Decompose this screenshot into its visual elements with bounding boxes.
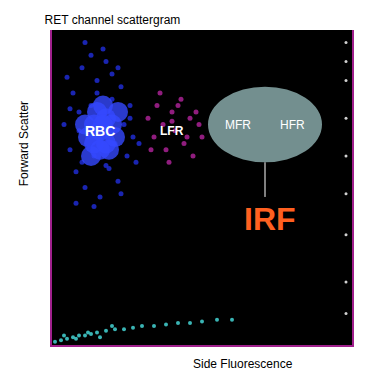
svg-text:Forward Scatter: Forward Scatter [17, 101, 31, 186]
svg-text:Side Fluorescence: Side Fluorescence [193, 357, 293, 371]
svg-text:RBC: RBC [85, 123, 115, 139]
svg-text:HFR: HFR [280, 118, 305, 132]
svg-text:RET channel scattergram: RET channel scattergram [45, 13, 181, 27]
svg-text:LFR: LFR [160, 124, 184, 138]
svg-text:IRF: IRF [244, 201, 296, 237]
svg-text:MFR: MFR [225, 118, 251, 132]
